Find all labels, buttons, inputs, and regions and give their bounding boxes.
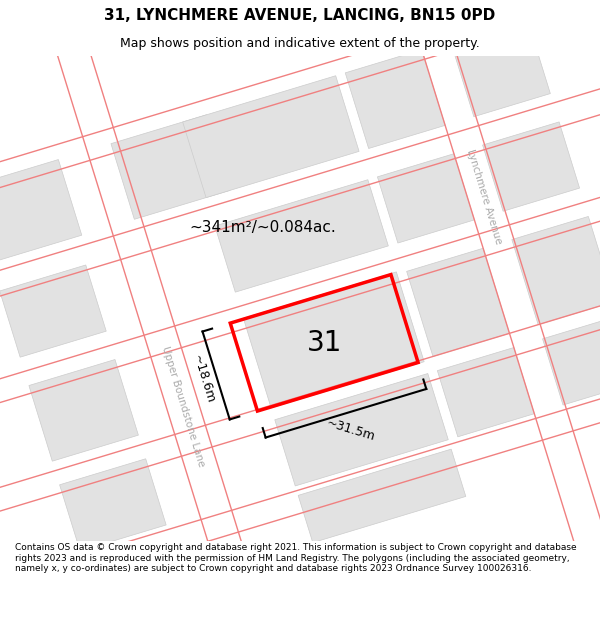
Text: 31: 31	[307, 329, 342, 357]
Polygon shape	[182, 76, 359, 198]
Polygon shape	[377, 154, 475, 243]
Polygon shape	[0, 159, 82, 264]
Polygon shape	[542, 316, 600, 405]
Polygon shape	[407, 248, 509, 356]
Text: ~31.5m: ~31.5m	[325, 417, 377, 444]
Polygon shape	[512, 216, 600, 324]
Polygon shape	[345, 50, 445, 149]
Polygon shape	[244, 272, 424, 408]
Polygon shape	[437, 348, 535, 437]
Polygon shape	[29, 359, 139, 461]
Polygon shape	[0, 265, 106, 357]
Text: 31, LYNCHMERE AVENUE, LANCING, BN15 0PD: 31, LYNCHMERE AVENUE, LANCING, BN15 0PD	[104, 8, 496, 23]
Text: Lynchmere Avenue: Lynchmere Avenue	[464, 148, 503, 245]
Text: Upper Boundstone Lane: Upper Boundstone Lane	[160, 345, 206, 468]
Polygon shape	[111, 115, 230, 219]
Text: Contains OS data © Crown copyright and database right 2021. This information is : Contains OS data © Crown copyright and d…	[15, 543, 577, 573]
Polygon shape	[59, 459, 166, 551]
Text: Map shows position and indicative extent of the property.: Map shows position and indicative extent…	[120, 38, 480, 51]
Text: ~341m²/~0.084ac.: ~341m²/~0.084ac.	[189, 219, 335, 234]
Polygon shape	[482, 122, 580, 211]
Polygon shape	[298, 449, 466, 542]
Polygon shape	[215, 180, 388, 292]
Polygon shape	[275, 374, 448, 486]
Polygon shape	[451, 18, 550, 117]
Text: ~18.6m: ~18.6m	[190, 353, 217, 405]
